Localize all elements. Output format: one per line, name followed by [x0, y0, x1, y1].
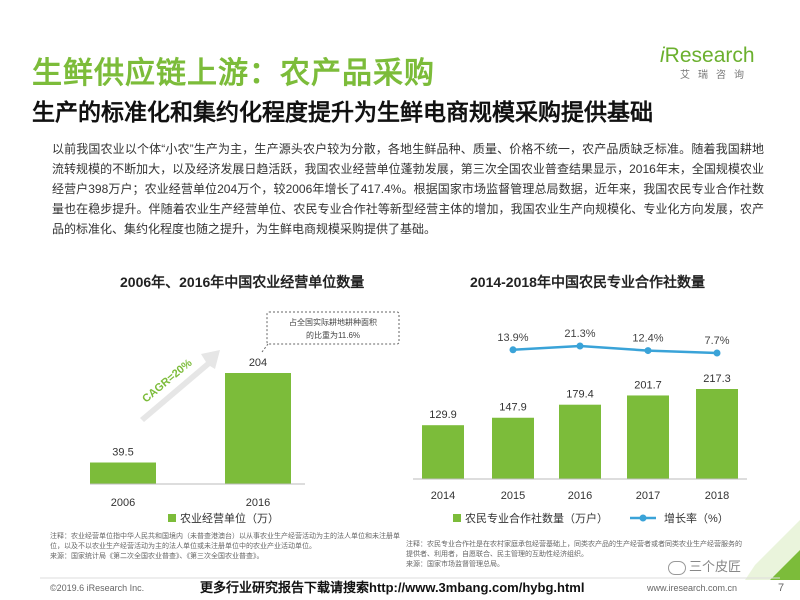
callout-pointer	[261, 343, 269, 353]
data-label-2016: 179.4	[566, 389, 594, 401]
growth-line	[512, 344, 718, 355]
bar-2014	[422, 425, 464, 479]
growth-point-2017	[644, 347, 652, 355]
data-label-2016: 204	[249, 357, 267, 369]
page-subtitle: 生产的标准化和集约化程度提升为生鲜电商规模采购提供基础	[32, 99, 653, 125]
bar-2015	[492, 417, 534, 479]
charts-canvas: 39.520062042016CAGR=20%占全国实际耕地耕种面积的比重为11…	[40, 311, 800, 580]
growth-point-2016	[576, 342, 584, 350]
body-paragraph: 以前我国农业以个体“小农”生产为主，生产源头农户较为分散，各地生鲜品种、质量、价…	[52, 142, 764, 236]
data-label-2014: 129.9	[429, 409, 457, 421]
data-label-2017: 201.7	[634, 379, 662, 391]
iresearch-logo: iResearch 艾瑞咨询	[660, 44, 755, 81]
growth-point-2018	[713, 349, 721, 357]
legend-label-bar-right: 农民专业合作社数量（万户）	[465, 511, 608, 525]
bar-2016	[559, 404, 601, 479]
cagr-arrow	[140, 350, 220, 422]
bar-2016	[225, 373, 291, 484]
tick-label-2015: 2015	[501, 490, 525, 502]
legend-label-line: 增长率（%）	[664, 511, 729, 525]
legend-swatch-bar-left	[168, 514, 176, 522]
page-number: 7	[778, 582, 785, 594]
callout-box	[266, 311, 400, 345]
watermark: 三个皮匠	[668, 556, 741, 575]
right-chart-note: 注释：农民专业合作社是在农村家庭承包经营基础上，同类农产品的生产经营者或者同类农…	[406, 541, 742, 568]
tick-label-2018: 2018	[705, 490, 729, 502]
tick-label-2014: 2014	[431, 490, 455, 502]
bar-2018	[696, 389, 738, 479]
promo-link[interactable]: 更多行业研究报告下载请搜索http://www.3mbang.com/hybg.…	[200, 580, 585, 595]
callout-line-1: 占全国实际耕地耕种面积	[289, 317, 377, 327]
data-label-2018: 217.3	[703, 373, 731, 385]
growth-label-2017: 12.4%	[632, 333, 663, 345]
left-chart-note: 注释：农业经营单位指中华人民共和国境内（未普查港澳台）以从事农业生产经营活动为主…	[50, 533, 400, 560]
data-label-2006: 39.5	[112, 447, 133, 459]
growth-label-2018: 7.7%	[704, 335, 729, 347]
growth-label-2015: 13.9%	[497, 332, 528, 344]
callout-line-2: 的比重为11.6%	[306, 330, 360, 340]
growth-label-2016: 21.3%	[564, 328, 595, 340]
page-title: 生鲜供应链上游：农产品采购	[32, 57, 435, 90]
tick-label-2017: 2017	[636, 490, 660, 502]
copyright: ©2019.6 iResearch Inc.	[50, 583, 145, 593]
growth-point-2015	[509, 346, 517, 354]
corner-accent	[770, 550, 800, 580]
tick-label-2016: 2016	[568, 490, 592, 502]
data-label-2015: 147.9	[499, 402, 527, 414]
tick-label-2006: 2006	[111, 497, 135, 509]
legend-swatch-line-dot	[639, 514, 647, 522]
legend-swatch-bar-right	[453, 514, 461, 522]
legend-label-bar-left: 农业经营单位（万）	[180, 511, 279, 525]
bar-2006	[90, 462, 156, 484]
right-chart-title: 2014-2018年中国农民专业合作社数量	[470, 274, 705, 290]
bar-2017	[627, 395, 669, 479]
tick-label-2016: 2016	[246, 497, 270, 509]
wechat-icon	[668, 560, 686, 575]
left-chart-title: 2006年、2016年中国农业经营单位数量	[120, 274, 365, 290]
footer-url[interactable]: www.iresearch.com.cn	[647, 583, 738, 593]
